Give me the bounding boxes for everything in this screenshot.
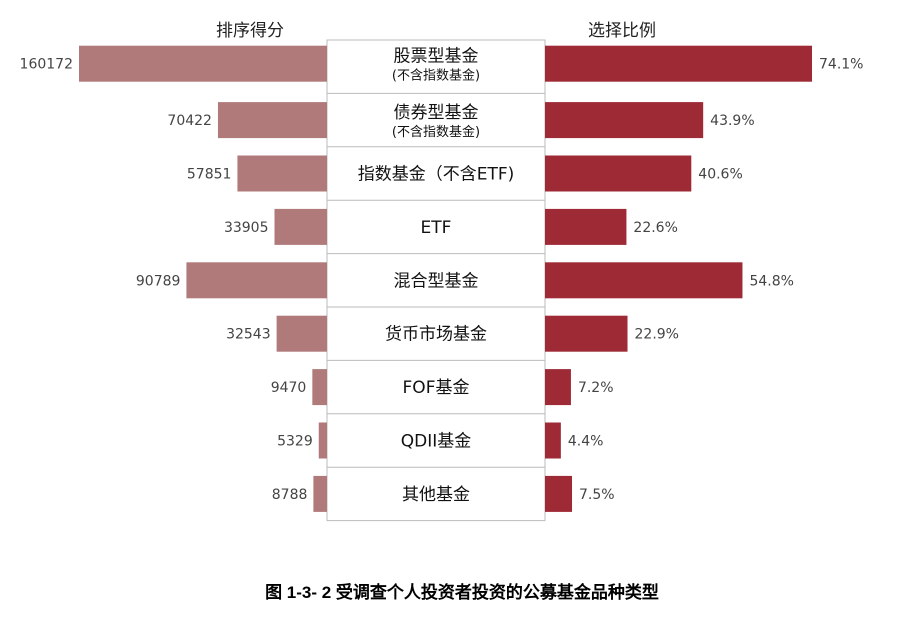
category-label: 股票型基金 — [394, 47, 479, 67]
category-sublabel: (不含指数基金) — [392, 124, 480, 140]
left-bar — [217, 102, 327, 139]
left-bar — [274, 208, 327, 245]
right-value-label: 22.9% — [635, 327, 679, 343]
category-label: 货币市场基金 — [385, 325, 487, 345]
left-value-label: 160172 — [20, 57, 73, 73]
category-label: FOF基金 — [403, 378, 470, 398]
left-bar — [79, 45, 327, 82]
right-bar — [545, 208, 627, 245]
category-sublabel: (不含指数基金) — [392, 68, 480, 84]
left-value-label: 8788 — [272, 487, 308, 503]
right-bar — [545, 102, 704, 139]
left-series-header: 排序得分 — [216, 21, 284, 41]
category-label: ETF — [421, 218, 452, 238]
left-value-label: 57851 — [187, 167, 232, 183]
right-value-label: 43.9% — [710, 113, 754, 129]
right-value-label: 40.6% — [698, 167, 742, 183]
right-bar — [545, 422, 561, 459]
right-value-label: 7.2% — [578, 380, 614, 396]
category-label: QDII基金 — [401, 432, 472, 452]
right-bar — [545, 45, 812, 82]
left-bar — [313, 475, 327, 512]
category-label: 混合型基金 — [394, 271, 479, 291]
left-bar — [186, 262, 327, 299]
left-value-label: 32543 — [226, 327, 271, 343]
category-box — [326, 39, 546, 522]
right-bar — [545, 155, 692, 192]
left-bar — [318, 422, 327, 459]
right-value-label: 74.1% — [819, 57, 863, 73]
right-bar — [545, 315, 628, 352]
left-value-label: 90789 — [136, 273, 181, 289]
left-value-label: 5329 — [277, 434, 313, 450]
category-label: 指数基金（不含ETF) — [358, 165, 515, 185]
right-bar — [545, 369, 571, 406]
right-series-header: 选择比例 — [588, 21, 656, 41]
right-bar — [545, 262, 743, 299]
right-value-label: 54.8% — [749, 273, 793, 289]
category-label: 其他基金 — [402, 485, 470, 505]
chart-caption: 图 1-3- 2 受调查个人投资者投资的公募基金品种类型 — [265, 583, 659, 602]
left-value-label: 9470 — [271, 380, 307, 396]
left-value-label: 70422 — [167, 113, 212, 129]
right-value-label: 4.4% — [568, 434, 604, 450]
right-bar — [545, 475, 573, 512]
left-bar — [312, 369, 327, 406]
category-label: 债券型基金 — [394, 103, 479, 123]
right-value-label: 22.6% — [633, 220, 677, 236]
left-bar — [237, 155, 327, 192]
left-bar — [276, 315, 327, 352]
right-value-label: 7.5% — [579, 487, 615, 503]
left-value-label: 33905 — [224, 220, 269, 236]
